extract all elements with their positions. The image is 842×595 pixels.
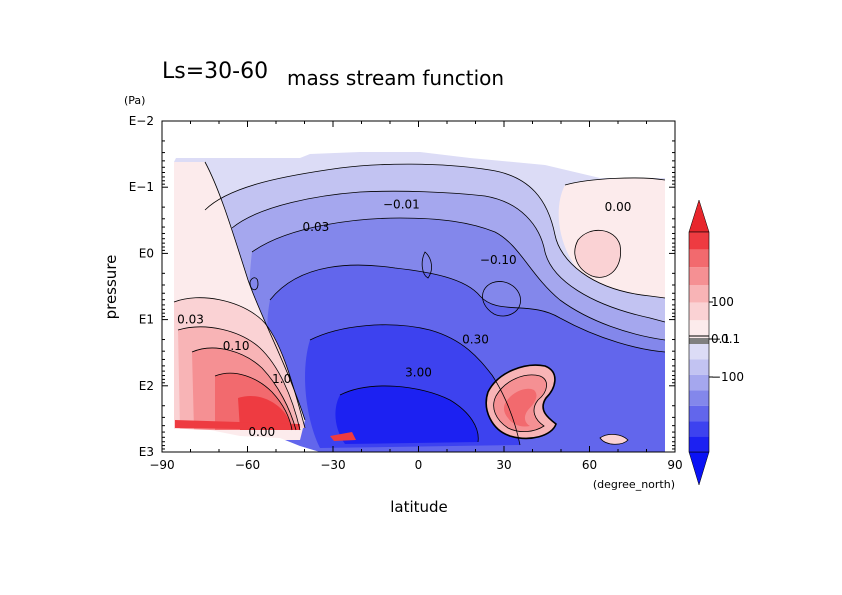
contour-line-13 bbox=[574, 230, 622, 278]
colorbar-label-0: 100 bbox=[711, 295, 734, 309]
colorbar-pos-band-1 bbox=[689, 249, 709, 268]
colorbar-top-arrow bbox=[688, 199, 710, 233]
colorbar-neg-band-2 bbox=[689, 374, 709, 391]
topography-mask bbox=[162, 428, 320, 452]
x-tick-label-4: 30 bbox=[496, 458, 511, 472]
contour-line-1 bbox=[204, 163, 666, 299]
colorbar-bottom-arrow bbox=[688, 451, 710, 486]
x-axis-label: latitude bbox=[390, 498, 448, 516]
colorbar-neg-band-4 bbox=[689, 405, 709, 422]
y-tick-label-1: E−1 bbox=[129, 180, 154, 194]
contour-line-8 bbox=[173, 297, 306, 429]
colorbar-pos-band-5 bbox=[689, 320, 709, 338]
contour-speckle-south bbox=[175, 420, 300, 430]
x-tick-label-5: 60 bbox=[582, 458, 597, 472]
y-axis: E−2 E−1 E0 E1 E2 E3 bbox=[129, 114, 675, 459]
colorbar-pos-band-0 bbox=[689, 232, 709, 250]
contour-line-15 bbox=[485, 364, 557, 440]
colorbar-frame bbox=[688, 231, 710, 453]
contour-label-5: 0.10 bbox=[223, 339, 250, 353]
colorbar-pos-band-2 bbox=[689, 267, 709, 285]
x-axis-unit: (degree_north) bbox=[593, 478, 675, 491]
y-axis-label: pressure bbox=[102, 255, 120, 320]
contour-line-12 bbox=[564, 177, 666, 186]
contour-label-1: 0.03 bbox=[303, 220, 330, 234]
chart-title-prefix: Ls=30-60 bbox=[162, 59, 268, 84]
contour-line-3 bbox=[251, 217, 666, 341]
contour-speckle-south2 bbox=[330, 432, 356, 441]
contour-line-14 bbox=[421, 251, 432, 279]
contour-line-11 bbox=[214, 372, 293, 431]
y-tick-label-4: E2 bbox=[139, 379, 154, 393]
contour-line-17 bbox=[482, 281, 521, 317]
x-tick-label-2: −30 bbox=[320, 458, 345, 472]
contour-labels: −0.01 0.03 0.00 −0.10 0.03 0.10 0.30 3.00 0.00 1.… bbox=[177, 197, 631, 439]
contour-line-10 bbox=[191, 347, 297, 431]
contour-label-7: 3.00 bbox=[405, 366, 432, 380]
contour-line-18 bbox=[249, 277, 259, 291]
contour-line-2 bbox=[231, 190, 666, 323]
contour-label-3: −0.10 bbox=[480, 253, 517, 267]
y-tick-label-3: E1 bbox=[139, 313, 154, 327]
x-tick-label-3: 0 bbox=[415, 458, 423, 472]
contour-label-2: 0.00 bbox=[605, 200, 632, 214]
contour-label-8: 0.00 bbox=[248, 425, 275, 439]
contour-line-7 bbox=[204, 161, 306, 421]
y-tick-label-0: E−2 bbox=[129, 114, 154, 128]
contour-label-0: −0.01 bbox=[383, 197, 420, 211]
contour-line-9 bbox=[177, 326, 301, 431]
contour-line-5 bbox=[309, 324, 521, 446]
colorbar-label-2: −0.1 bbox=[711, 332, 740, 346]
contour-line-6 bbox=[339, 385, 479, 443]
x-tick-label-1: −60 bbox=[235, 458, 260, 472]
colorbar-neg-band-0 bbox=[689, 344, 709, 360]
contour-line-16 bbox=[493, 374, 547, 432]
colorbar-label-3: −100 bbox=[711, 370, 744, 384]
colorbar-neg-band-5 bbox=[689, 421, 709, 437]
x-axis: −90 −60 −30 0 30 60 90 bbox=[149, 121, 683, 472]
colorbar-pos-band-4 bbox=[689, 302, 709, 321]
x-tick-label-0: −90 bbox=[149, 458, 174, 472]
contour-level-pos2-north bbox=[574, 230, 621, 278]
chart-title: mass stream function bbox=[287, 66, 504, 90]
y-tick-label-5: E3 bbox=[139, 445, 154, 459]
contour-label-9: 1.0 bbox=[272, 372, 291, 386]
colorbar-neg-band-1 bbox=[689, 359, 709, 375]
x-tick-label-6: 90 bbox=[667, 458, 682, 472]
colorbar-label-1: 0.1 bbox=[711, 332, 730, 346]
y-axis-unit: (Pa) bbox=[124, 94, 145, 107]
colorbar-neg-band-6 bbox=[689, 436, 709, 452]
contour-line-4 bbox=[269, 264, 666, 353]
contour-speckle-surface bbox=[600, 434, 628, 445]
colorbar-pos-band-3 bbox=[689, 285, 709, 303]
y-tick-label-2: E0 bbox=[139, 246, 154, 260]
colorbar: 100 0.1−0.1 −100 bbox=[688, 199, 744, 486]
contour-label-6: 0.30 bbox=[462, 332, 489, 346]
colorbar-neg-band-3 bbox=[689, 390, 709, 406]
contour-lines bbox=[173, 161, 666, 446]
contour-label-4: 0.03 bbox=[177, 313, 204, 327]
contour-line-19 bbox=[599, 434, 629, 445]
contour-level-pos6-south bbox=[238, 395, 292, 430]
contour-field bbox=[162, 152, 666, 452]
contour-level-neg7 bbox=[335, 385, 479, 444]
